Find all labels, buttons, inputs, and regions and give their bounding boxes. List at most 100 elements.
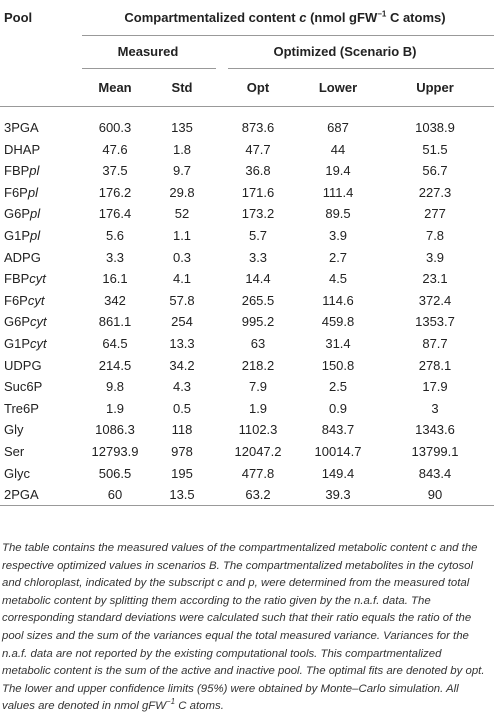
value-cell: 995.2 (241, 314, 275, 330)
group-header: Optimized (Scenario B) (273, 44, 417, 59)
value-cell: 265.5 (241, 292, 275, 308)
value-cell: 195 (171, 465, 193, 481)
value-cell: 506.5 (98, 465, 132, 481)
pool-cell: F6Ppl (4, 185, 38, 201)
value-cell: 1.9 (248, 400, 268, 416)
value-cell: 39.3 (325, 487, 351, 503)
value-cell: 2.7 (328, 249, 348, 265)
value-cell: 47.6 (102, 141, 128, 157)
value-cell: 17.9 (422, 379, 448, 395)
value-cell: 278.1 (418, 357, 452, 373)
value-cell: 13799.1 (411, 444, 459, 459)
pool-cell: 2PGA (4, 487, 39, 503)
value-cell: 342 (104, 292, 126, 308)
value-cell: 14.4 (245, 271, 271, 287)
value-cell: 111.4 (322, 184, 354, 200)
value-cell: 36.8 (245, 163, 271, 179)
value-cell: 1038.9 (415, 120, 455, 135)
value-cell: 9.7 (172, 163, 192, 179)
value-cell: 16.1 (102, 271, 128, 287)
value-cell: 29.8 (169, 184, 195, 200)
value-cell: 47.7 (245, 141, 271, 157)
value-cell: 3.9 (328, 228, 348, 243)
value-cell: 171.6 (241, 184, 275, 200)
value-cell: 23.1 (422, 271, 448, 287)
pool-name: F6P (4, 292, 28, 308)
caption: The table contains the measured values o… (2, 540, 492, 716)
value-cell: 4.1 (172, 271, 192, 287)
pool-subscript: pl (30, 228, 41, 243)
value-cell: 3.3 (248, 249, 268, 265)
value-cell: 1343.6 (415, 422, 455, 438)
column-header: Mean (98, 80, 132, 95)
pool-name: G6P (4, 206, 31, 222)
value-cell: 31.4 (325, 336, 351, 351)
pool-subscript: cyt (29, 271, 46, 287)
group-header: Measured (117, 44, 179, 59)
value-cell: 1.1 (172, 228, 192, 243)
pool-name: G6P (4, 314, 31, 330)
value-cell: 978 (171, 444, 193, 459)
pool-name: Tre6P (4, 400, 39, 416)
value-cell: 135 (171, 120, 193, 135)
rule (0, 106, 494, 107)
value-cell: 176.2 (98, 184, 132, 200)
column-header: Opt (246, 80, 270, 95)
pool-subscript: pl (29, 163, 40, 179)
pool-subscript: pl (30, 206, 41, 222)
pool-name: F6P (4, 184, 28, 200)
pool-name: G1P (4, 336, 31, 351)
value-cell: 4.5 (328, 271, 348, 287)
pool-name: Suc6P (4, 379, 43, 395)
value-cell: 0.3 (172, 249, 192, 265)
pool-cell: 3PGA (4, 120, 39, 136)
value-cell: 873.6 (241, 120, 275, 135)
value-cell: 1.9 (105, 400, 125, 416)
value-cell: 56.7 (422, 163, 448, 179)
value-cell: 861.1 (98, 314, 132, 330)
pool-cell: Ser (4, 444, 24, 460)
value-cell: 87.7 (422, 336, 448, 351)
value-cell: 118 (171, 422, 193, 438)
pool-cell: G6Pcyt (4, 314, 47, 330)
value-cell: 843.7 (321, 422, 355, 438)
pool-cell: UDPG (4, 358, 42, 374)
value-cell: 1.8 (172, 141, 192, 157)
value-cell: 0.9 (328, 400, 348, 416)
value-cell: 19.4 (325, 163, 351, 179)
value-cell: 1086.3 (95, 422, 135, 438)
pool-name: Glyc (4, 465, 30, 481)
value-cell: 3.3 (105, 249, 125, 265)
value-cell: 60 (107, 487, 123, 503)
pool-subscript: cyt (27, 292, 45, 308)
value-cell: 687 (327, 120, 349, 135)
pool-name: G1P (4, 228, 31, 243)
value-cell: 227.3 (418, 184, 452, 200)
pool-cell: FBPcyt (4, 271, 46, 287)
pool-name: 2PGA (4, 487, 39, 503)
pool-name: 3PGA (4, 120, 39, 135)
pool-cell: ADPG (4, 250, 41, 266)
value-cell: 57.8 (169, 292, 195, 308)
value-cell: 7.8 (425, 228, 445, 243)
title-part: (nmol gFW (306, 10, 378, 25)
value-cell: 63 (250, 336, 266, 351)
value-cell: 63.2 (245, 487, 271, 503)
pool-cell: G6Ppl (4, 206, 40, 222)
value-cell: 176.4 (98, 206, 132, 222)
value-cell: 1102.3 (238, 422, 278, 438)
pool-cell: DHAP (4, 142, 40, 158)
pool-cell: G1Ppl (4, 228, 40, 244)
value-cell: 2.5 (328, 379, 348, 395)
value-cell: 459.8 (321, 314, 355, 330)
value-cell: 13.5 (169, 487, 195, 503)
value-cell: 10014.7 (314, 444, 362, 459)
pool-cell: F6Pcyt (4, 293, 44, 309)
caption-sup: −1 (166, 697, 176, 707)
pool-subscript: cyt (30, 314, 47, 330)
value-cell: 64.5 (102, 336, 128, 351)
value-cell: 37.5 (102, 163, 128, 179)
value-cell: 52 (174, 206, 190, 222)
column-header: Upper (416, 80, 454, 95)
